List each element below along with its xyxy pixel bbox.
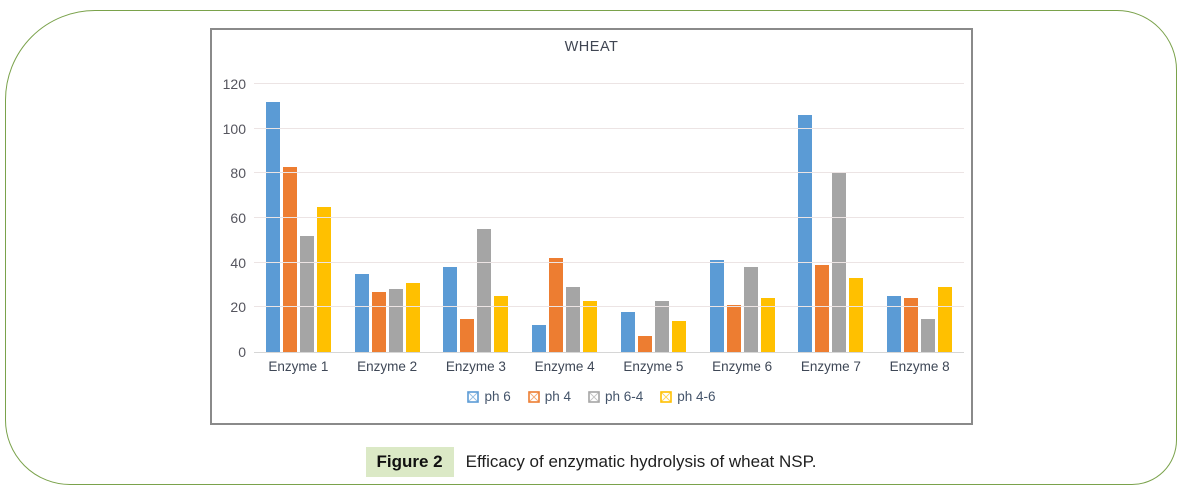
bar-ph-4: [637, 336, 652, 352]
chart-legend: ph 6 ph 4 ph 6-4 ph 4-6: [212, 389, 971, 404]
bar-chart: WHEAT 0 20 40 60 80 100 120 Enzyme 1 Enzyme 2 En…: [210, 28, 973, 425]
figure-border: WHEAT 0 20 40 60 80 100 120 Enzyme 1 Enzyme 2 En…: [5, 10, 1177, 485]
bar-ph-6-4: [566, 287, 581, 352]
y-tick-label: 60: [230, 210, 246, 226]
y-axis: 0 20 40 60 80 100 120: [212, 76, 248, 360]
bar-ph-4: [815, 264, 830, 352]
bar-group: [343, 84, 432, 352]
bar-ph-4-6: [316, 206, 331, 352]
bar-ph-4-6: [405, 282, 420, 352]
bar-ph-4: [371, 291, 386, 352]
bar-ph-4-6: [760, 298, 775, 352]
x-tick-label: Enzyme 4: [534, 359, 595, 374]
gridline: [254, 172, 964, 174]
x-tick-label: Enzyme 3: [445, 359, 506, 374]
bar-ph-4: [904, 298, 919, 352]
x-tick-label: Enzyme 7: [800, 359, 861, 374]
y-tick-label: 80: [230, 165, 246, 182]
figure-caption-text: Efficacy of enzymatic hydrolysis of whea…: [465, 452, 817, 471]
bar-ph-6: [887, 296, 902, 352]
gridline: [254, 217, 964, 218]
gridline: [254, 261, 964, 263]
x-tick-label: Enzyme 6: [712, 359, 773, 374]
legend-swatch-icon: [527, 390, 540, 403]
figure-caption-badge: Figure 2: [365, 447, 454, 477]
bar-group: [698, 84, 787, 352]
bar-ph-6-4: [388, 289, 403, 352]
gridline: [254, 83, 964, 84]
plot-area: [254, 83, 964, 353]
bar-ph-4: [549, 258, 564, 352]
bar-ph-6-4: [654, 300, 669, 352]
figure-caption: Figure 2 Efficacy of enzymatic hydrolysis…: [6, 447, 1176, 477]
legend-item: ph 4-6: [660, 389, 716, 404]
bar-group: [787, 84, 876, 352]
bar-ph-6: [798, 115, 813, 352]
chart-title: WHEAT: [564, 39, 619, 55]
legend-swatch-icon: [467, 390, 480, 403]
bar-ph-4: [726, 305, 741, 352]
x-tick-label: Enzyme 1: [268, 359, 329, 374]
bar-ph-4-6: [938, 287, 953, 352]
legend-label: ph 4: [544, 389, 571, 404]
legend-item: ph 4: [527, 389, 571, 404]
bar-ph-4: [460, 318, 475, 352]
y-tick-label: 0: [238, 344, 246, 360]
bar-ph-4-6: [849, 278, 864, 352]
bar-group: [609, 84, 698, 352]
bar-ph-6-4: [921, 318, 936, 352]
legend-label: ph 6: [484, 389, 511, 404]
bar-ph-6-4: [832, 173, 847, 352]
legend-swatch-icon: [660, 390, 673, 403]
bar-ph-6: [620, 311, 635, 352]
bar-group: [254, 84, 343, 352]
x-tick-label: Enzyme 8: [889, 359, 950, 374]
bar-groups: [254, 84, 964, 352]
legend-item: ph 6: [467, 389, 511, 404]
x-tick-label: Enzyme 2: [357, 359, 418, 374]
bar-ph-6: [709, 260, 724, 352]
y-tick-label: 20: [230, 299, 246, 316]
x-tick-label: Enzyme 5: [623, 359, 684, 374]
bar-ph-6-4: [299, 235, 314, 352]
legend-swatch-icon: [588, 390, 600, 403]
bar-ph-4: [282, 166, 297, 352]
legend-label: ph 4-6: [677, 389, 716, 404]
bar-group: [432, 84, 521, 352]
x-axis-labels: Enzyme 1 Enzyme 2 Enzyme 3 Enzyme 4 Enzyme 5…: [254, 359, 964, 374]
gridline: [254, 306, 964, 308]
gridline: [254, 127, 964, 129]
bar-ph-6: [532, 325, 547, 352]
bar-ph-4-6: [494, 296, 509, 352]
y-tick-label: 120: [222, 76, 246, 92]
bar-ph-6: [354, 273, 369, 352]
y-tick-label: 40: [230, 254, 246, 271]
bar-group: [875, 84, 964, 352]
legend-item: ph 6-4: [588, 389, 643, 404]
bar-ph-6: [265, 101, 280, 352]
bar-ph-6: [443, 267, 458, 352]
legend-label: ph 6-4: [605, 389, 644, 404]
bar-ph-4-6: [671, 320, 686, 352]
bar-ph-6-4: [743, 267, 758, 352]
bar-ph-6-4: [477, 229, 492, 352]
y-tick-label: 100: [222, 120, 246, 137]
bar-ph-4-6: [583, 300, 598, 352]
bar-group: [520, 84, 609, 352]
